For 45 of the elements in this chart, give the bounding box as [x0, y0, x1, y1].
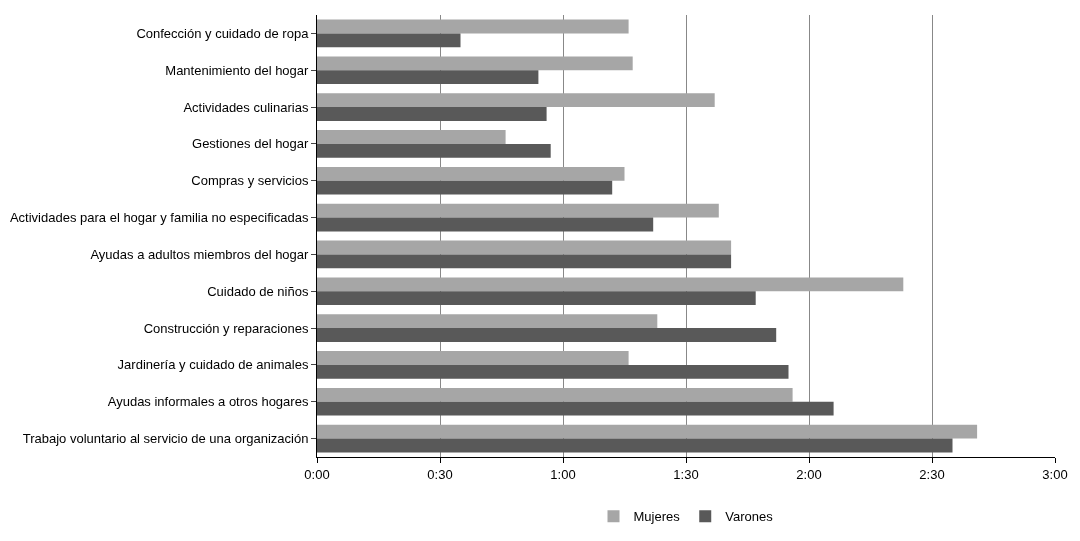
y-tick-label: Confección y cuidado de ropa [136, 25, 310, 41]
bar [317, 143, 551, 158]
bar [317, 93, 715, 108]
bar [317, 180, 613, 195]
x-tick-label: 2:00 [796, 466, 822, 482]
y-tick-label: Actividades culinarias [183, 99, 309, 115]
x-tick-label: 2:30 [919, 466, 945, 482]
bar [317, 387, 793, 402]
y-tick-label: Mantenimiento del hogar [165, 62, 310, 78]
y-tick-label: Trabajo voluntario al servicio de una organización [22, 431, 309, 447]
bar [317, 166, 625, 181]
bar [317, 277, 904, 292]
x-tick-label: 3:00 [1042, 466, 1068, 482]
legend-label: Varones [725, 509, 774, 525]
bar [317, 107, 547, 121]
x-tick-label: 0:00 [304, 466, 330, 482]
y-tick-label: Construcción y reparaciones [143, 320, 309, 336]
y-tick-label: Cuidado de niños [207, 283, 309, 299]
y-tick-label: Jardinería y cuidado de animales [117, 357, 309, 373]
bar [317, 240, 732, 255]
y-tick-label: Actividades para el hogar y familia no especificadas [9, 210, 309, 226]
bar [317, 56, 633, 71]
bar [317, 217, 654, 232]
bar [317, 130, 506, 144]
bar [317, 401, 834, 416]
bar [317, 364, 789, 379]
x-tick-label: 1:30 [673, 466, 699, 482]
bar [317, 328, 777, 342]
y-tick-label: Compras y servicios [191, 173, 309, 189]
legend-label: Mujeres [633, 509, 681, 525]
bar [317, 33, 461, 48]
bar [317, 438, 953, 453]
y-tick-label: Gestiones del hogar [192, 136, 310, 152]
x-tick-label: 1:00 [550, 466, 576, 482]
bar [317, 314, 658, 329]
x-tick-label: 0:30 [427, 466, 453, 482]
y-tick-label: Ayudas a adultos miembros del hogar [90, 246, 310, 262]
bar [317, 291, 756, 306]
y-tick-label: Ayudas informales a otros hogares [107, 394, 309, 410]
bar [317, 203, 719, 218]
bar [317, 254, 732, 269]
bar [317, 70, 539, 85]
bar [317, 351, 629, 365]
bar [317, 424, 978, 439]
bar [317, 19, 629, 34]
